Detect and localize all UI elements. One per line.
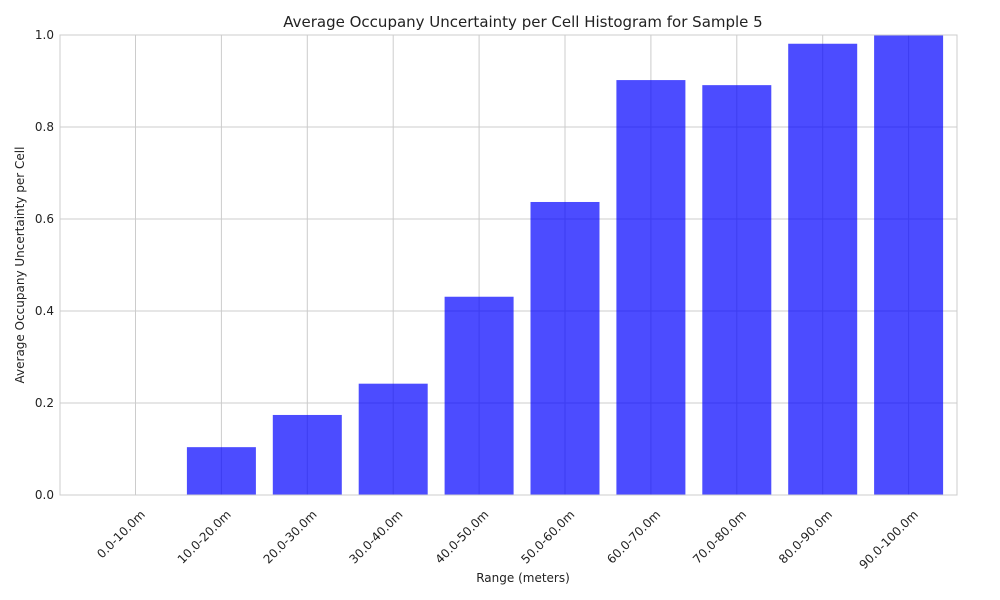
x-tick-label: 80.0-90.0m	[776, 507, 835, 566]
bar-20.0-30.0m	[272, 414, 342, 495]
bar-50.0-60.0m	[530, 201, 600, 496]
x-tick-label: 70.0-80.0m	[690, 507, 749, 566]
bar-60.0-70.0m	[616, 80, 686, 495]
x-tick-label: 60.0-70.0m	[604, 507, 663, 566]
x-tick-label: 30.0-40.0m	[347, 507, 406, 566]
y-axis-label: Average Occupany Uncertainty per Cell	[13, 147, 27, 384]
bar-10.0-20.0m	[186, 447, 256, 495]
bar-30.0-40.0m	[358, 383, 428, 495]
bars-layer	[186, 35, 944, 496]
y-tick-labels: 0.0 0.2 0.4 0.6 0.8 1.0	[35, 28, 54, 502]
x-tick-label: 0.0-10.0m	[94, 507, 148, 561]
bar-90.0-100.0m	[874, 35, 944, 496]
x-tick-label: 20.0-30.0m	[261, 507, 320, 566]
y-tick-label: 1.0	[35, 28, 54, 42]
x-tick-label: 10.0-20.0m	[175, 507, 234, 566]
bar-70.0-80.0m	[702, 85, 772, 495]
x-tick-label: 40.0-50.0m	[432, 507, 491, 566]
x-tick-labels: 0.0-10.0m 10.0-20.0m 20.0-30.0m 30.0-40.0m 4…	[94, 507, 921, 571]
x-tick-label: 90.0-100.0m	[857, 507, 921, 571]
bar-80.0-90.0m	[788, 43, 858, 496]
y-tick-label: 0.0	[35, 488, 54, 502]
x-tick-label: 50.0-60.0m	[518, 507, 577, 566]
y-tick-label: 0.4	[35, 304, 54, 318]
y-tick-label: 0.6	[35, 212, 54, 226]
y-tick-label: 0.2	[35, 396, 54, 410]
plot-frame	[59, 34, 958, 496]
y-tick-label: 0.8	[35, 120, 54, 134]
x-axis-label: Range (meters)	[476, 571, 570, 585]
bar-40.0-50.0m	[444, 296, 514, 495]
chart-title: Average Occupany Uncertainty per Cell Hi…	[283, 13, 762, 31]
